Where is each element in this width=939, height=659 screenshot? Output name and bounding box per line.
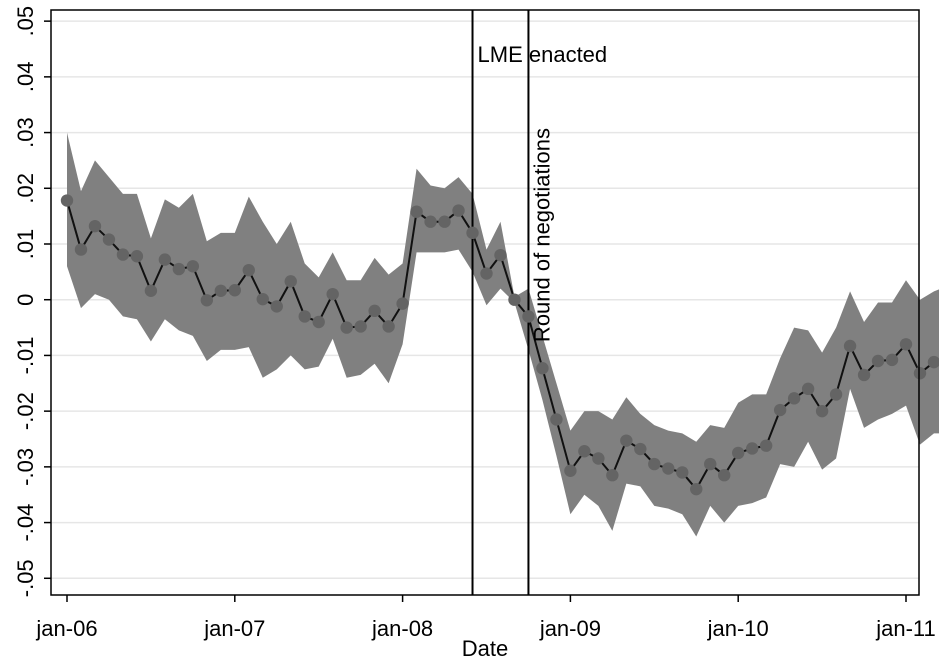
x-tick-label: jan-06 [35, 616, 97, 641]
y-tick-label: -.02 [13, 392, 38, 430]
data-point [634, 442, 647, 456]
data-point [927, 355, 939, 369]
data-point [759, 439, 773, 452]
data-point [843, 339, 857, 353]
annotations: LME enacted Round of negotiations [478, 42, 608, 342]
data-point [466, 226, 479, 240]
data-point [326, 287, 339, 301]
data-point [564, 464, 577, 477]
x-tick-label: jan-08 [371, 616, 433, 641]
x-tick-label: jan-10 [707, 616, 769, 641]
data-point [270, 300, 283, 313]
y-tick-label: .01 [13, 229, 38, 260]
data-point [116, 248, 130, 261]
data-point [452, 204, 465, 217]
data-point [74, 243, 88, 256]
data-point [480, 267, 493, 280]
data-point [801, 382, 815, 396]
data-point [172, 262, 186, 276]
plot-frame [50, 9, 920, 596]
data-point [606, 469, 619, 482]
y-tick-label: 0 [13, 294, 38, 306]
annotation-lme-enacted: LME enacted [478, 42, 608, 67]
data-point [648, 457, 661, 471]
data-point [592, 452, 605, 465]
data-point [284, 275, 297, 288]
data-point [522, 310, 535, 323]
data-point [787, 392, 801, 405]
data-point [186, 260, 200, 273]
data-point [578, 445, 591, 458]
data-point [214, 284, 228, 297]
data-point [396, 297, 409, 310]
data-point [662, 462, 675, 475]
data-point [200, 294, 214, 307]
data-point [228, 284, 241, 297]
annotation-round-of-negotiations: Round of negotiations [529, 128, 554, 342]
data-point [718, 469, 731, 482]
data-point [704, 457, 717, 471]
data-point [745, 442, 759, 455]
data-point [690, 482, 703, 496]
data-point [130, 250, 144, 263]
y-tick-label: .05 [13, 6, 38, 37]
data-point [60, 194, 74, 207]
data-point [368, 304, 381, 318]
data-point [536, 362, 549, 375]
data-point [508, 293, 521, 306]
data-point [732, 446, 745, 460]
data-point [885, 353, 899, 367]
confidence-band [67, 132, 939, 537]
data-point [899, 338, 913, 351]
data-point [88, 219, 102, 233]
ci-band-area [67, 132, 939, 537]
x-tick-label: jan-09 [539, 616, 601, 641]
data-point [410, 205, 423, 218]
data-point [340, 321, 353, 334]
data-point [550, 413, 563, 426]
plot-border [50, 9, 920, 596]
data-point [424, 215, 437, 228]
x-tick-label: jan-07 [203, 616, 265, 641]
data-point [676, 466, 689, 479]
data-point [144, 284, 158, 297]
data-point [158, 253, 172, 266]
y-tick-label: -.03 [13, 448, 38, 486]
data-point [256, 292, 269, 306]
x-axis-title: Date [462, 636, 508, 659]
y-tick-label: -.04 [13, 504, 38, 542]
y-tick-label: .04 [13, 62, 38, 93]
series-markers [60, 194, 939, 496]
event-lines [471, 10, 530, 595]
data-point [815, 404, 829, 418]
y-tick-label: -.01 [13, 336, 38, 374]
x-tick-label: jan-11 [875, 616, 936, 641]
data-point [354, 320, 367, 333]
data-point [871, 354, 885, 368]
data-point [102, 233, 116, 246]
data-point [620, 434, 633, 447]
data-point [857, 368, 871, 382]
data-point [438, 215, 451, 228]
y-axis-ticks: .05 .04 .03 .02 .01 0 -.01 -.02 -.03 -.04 -.05 [13, 6, 51, 597]
y-tick-label: -.05 [13, 559, 38, 597]
x-axis-ticks: jan-06 jan-07 jan-08 jan-09 jan-10 jan-11 [35, 595, 936, 641]
data-point [242, 263, 255, 277]
y-tick-label: .02 [13, 173, 38, 204]
data-point [382, 320, 395, 333]
data-point [829, 388, 843, 401]
data-point [298, 310, 311, 323]
y-tick-label: .03 [13, 117, 38, 148]
data-point [913, 367, 927, 380]
data-point [773, 403, 787, 417]
data-point [312, 315, 325, 329]
data-point [494, 248, 507, 262]
